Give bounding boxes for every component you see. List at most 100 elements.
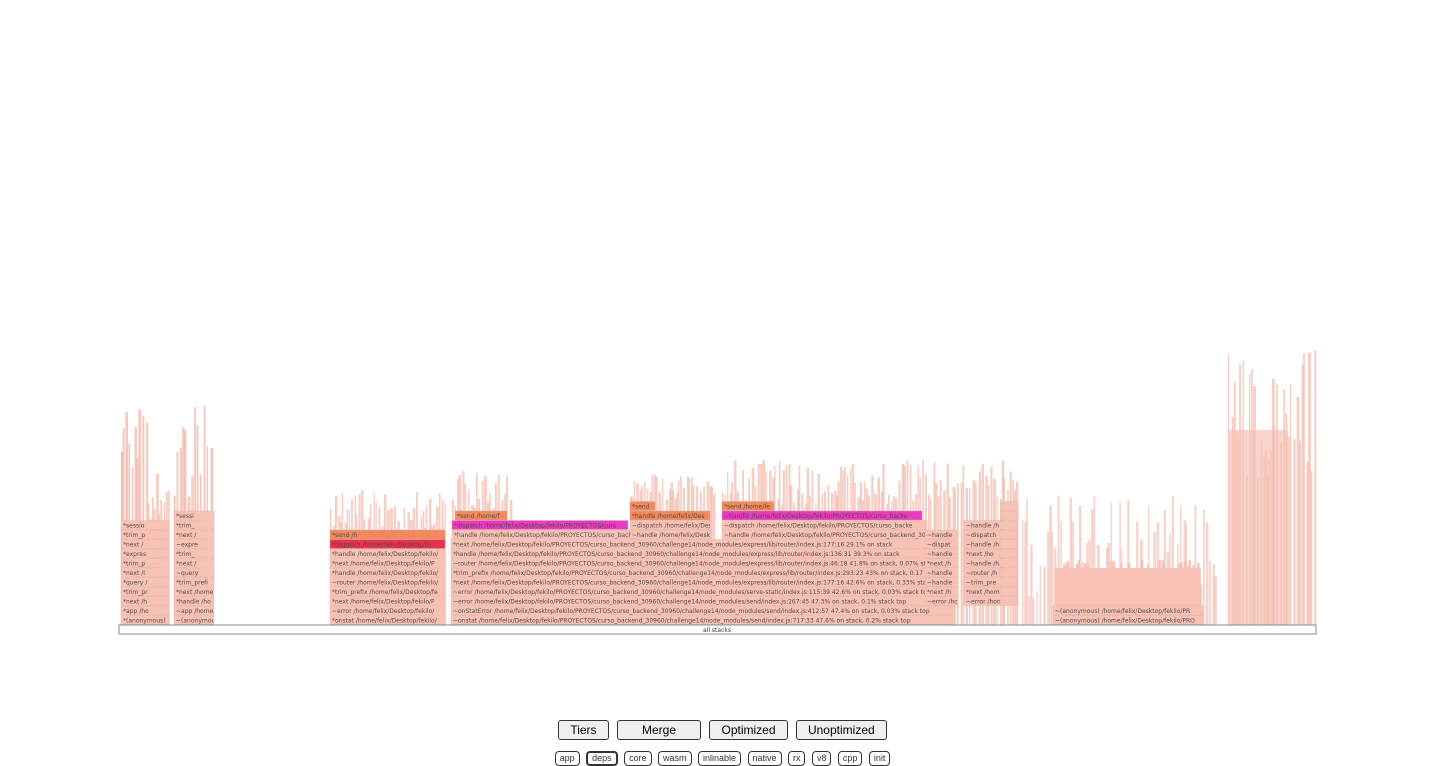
filter-deps-button[interactable]: deps xyxy=(586,751,618,766)
flame-frame[interactable] xyxy=(999,520,1019,530)
flame-frame[interactable]: *dispatch /home/felix/Desktop/fekilo/PRO… xyxy=(451,520,629,530)
flame-frame[interactable]: ~handle /h xyxy=(963,558,1003,568)
flame-frame[interactable]: *query / xyxy=(120,577,170,587)
flame-frame[interactable]: ~router /home/felix/Desktop/fekilo/ xyxy=(329,577,446,587)
flame-frame[interactable]: *onstat /home/felix/Desktop/fekilo/ xyxy=(329,615,446,625)
root-frame[interactable]: all stacks xyxy=(118,624,1317,635)
flame-frame[interactable]: *trim_prefix /home/felix/Desktop/fekilo/… xyxy=(450,567,954,578)
flame-frame[interactable]: *handle /home/felix/Desktop/fekilo/ xyxy=(329,548,446,559)
flame-frame[interactable]: *trim_pr xyxy=(120,586,170,597)
flame-frame[interactable]: ~app /home xyxy=(173,605,215,616)
flame-frame[interactable] xyxy=(999,539,1019,549)
flame-frame-label: *next /home/felix/Desktop/fekilo/PROYECT… xyxy=(453,542,893,549)
flame-frame[interactable]: *trim_p xyxy=(120,529,170,540)
flame-frame[interactable]: *trim_prefi xyxy=(173,577,215,587)
stack-spike xyxy=(1203,509,1205,626)
flame-frame[interactable]: *next /hom xyxy=(963,586,1003,597)
flame-frame[interactable]: ~(anonymou xyxy=(173,615,215,625)
flame-frame[interactable]: ~handle /h xyxy=(963,539,1003,549)
flame-frame[interactable]: *(anonymous) xyxy=(120,615,170,625)
flame-frame[interactable]: *handle /ho xyxy=(173,596,215,606)
flame-frame[interactable]: ~(anonymous) /home/felix/Desktop/fekilo/… xyxy=(1052,615,1204,625)
flame-frame[interactable] xyxy=(999,510,1019,521)
flame-frame[interactable] xyxy=(999,586,1019,597)
flame-frame[interactable]: *next /h xyxy=(924,586,958,597)
flame-frame[interactable]: ~error /home/f xyxy=(924,596,973,606)
flame-frame[interactable]: *next /h xyxy=(924,558,958,568)
flame-frame[interactable]: ~expre xyxy=(173,539,215,549)
flame-frame[interactable]: *send /home/fe xyxy=(721,501,775,511)
flame-frame[interactable]: ~handle /home/felix/Desktop/fekilo/PROYE… xyxy=(721,529,957,540)
flame-frame[interactable]: *next /home/felix/Desktop/fekilo/PROYECT… xyxy=(450,539,954,549)
flame-frame[interactable]: *app /ho xyxy=(120,605,170,616)
flame-frame[interactable] xyxy=(999,529,1019,540)
flame-frame[interactable]: *handle /home/felix/Desktop/fekilo/ xyxy=(329,567,446,578)
flame-frame[interactable]: *send /home/f xyxy=(454,510,508,521)
flame-frame[interactable]: ~onStatError /home/felix/Desktop/fekilo/… xyxy=(450,605,954,616)
stack-spike xyxy=(1047,531,1050,626)
flame-frame[interactable]: ~handle xyxy=(924,577,958,587)
flame-frame[interactable]: ~(anonymous) /home/felix/Desktop/fekilo/… xyxy=(1052,605,1204,616)
flame-frame[interactable]: *sessi xyxy=(173,510,215,521)
flame-frame[interactable]: ~router /home/felix/Desktop/fekilo/PROYE… xyxy=(450,558,954,568)
flame-frame[interactable]: *trim_ xyxy=(173,548,215,559)
flame-frame[interactable]: *next /home xyxy=(173,586,215,597)
flame-frame[interactable]: *next / xyxy=(173,529,215,540)
flame-frame[interactable] xyxy=(999,596,1019,606)
filter-inlinable-button[interactable]: inlinable xyxy=(698,751,742,766)
flame-frame[interactable]: *sessio xyxy=(120,520,170,530)
flame-frame[interactable]: *trim_p xyxy=(120,558,170,568)
flame-frame[interactable]: *send xyxy=(629,501,656,511)
filter-wasm-button[interactable]: wasm xyxy=(658,751,692,766)
flame-frame[interactable] xyxy=(999,567,1019,578)
unoptimized-button[interactable]: Unoptimized xyxy=(795,720,887,740)
flame-frame[interactable]: *next /ho xyxy=(963,548,1003,559)
flame-frame[interactable] xyxy=(999,558,1019,568)
flame-frame[interactable]: ~dispat xyxy=(924,539,958,549)
flame-frame-label: ~handle /h xyxy=(966,561,999,568)
flame-frame[interactable]: ~dispatch xyxy=(963,529,1003,540)
flame-frame[interactable]: *next /l xyxy=(120,567,170,578)
flame-frame[interactable]: ~dispatch /home/felix/Desktop/D xyxy=(629,520,732,530)
flame-frame[interactable]: ~handle /h xyxy=(963,520,1003,530)
flame-frame-label: *next /home xyxy=(176,589,214,596)
flame-frame[interactable]: *send /h xyxy=(329,529,446,540)
flame-frame[interactable]: ~error /home/felix/Desktop/fekilo/PROYEC… xyxy=(450,586,954,597)
flame-frame[interactable]: ~handle xyxy=(924,548,958,559)
flamegraph-frames[interactable]: *(anonymous) *app /ho *next /h *trim_pr *que… xyxy=(120,501,1204,625)
flame-frame[interactable] xyxy=(999,577,1019,587)
flame-frame[interactable]: *next /home/felix/Desktop/fekilo/P xyxy=(329,596,446,606)
flame-frame[interactable]: ~handle xyxy=(924,529,958,540)
flame-frame[interactable]: ~handle /home/felix/Desktop/fekilo/PROYE… xyxy=(629,529,865,540)
flame-frame[interactable] xyxy=(999,548,1019,559)
flame-frame[interactable]: ~onstat /home/felix/Desktop/fekilo/PROYE… xyxy=(450,615,954,625)
flame-frame[interactable]: *dispatch /home/felix/Desktop/fe xyxy=(329,539,446,549)
merge-button[interactable]: Merge xyxy=(617,720,702,740)
flame-frame[interactable]: *expres xyxy=(120,548,170,559)
stack-spike xyxy=(1032,598,1035,626)
flame-frame-label: *trim_prefix /home/felix/Desktop/fekilo/… xyxy=(453,570,923,577)
flame-frame[interactable]: ~error /home/felix/Desktop/fekilo/PROYEC… xyxy=(450,596,954,606)
flame-frame[interactable]: *trim_prefix /home/felix/Desktop/fe xyxy=(329,586,446,597)
flame-frame[interactable]: ~error /home/felix/Desktop/fekilo/ xyxy=(329,605,446,616)
flamegraph[interactable]: *(anonymous) *app /ho *next /h *trim_pr *que… xyxy=(0,0,1445,640)
flame-frame[interactable]: ~handle xyxy=(924,567,958,578)
flame-frame-label: ~handle xyxy=(927,570,953,577)
flame-frame[interactable] xyxy=(999,501,1019,511)
flame-frame[interactable]: *trim_ xyxy=(173,520,215,530)
optimized-button[interactable]: Optimized xyxy=(709,720,788,740)
flame-frame[interactable]: ~router /h xyxy=(963,567,1003,578)
flame-frame[interactable]: ~handle /home/felix/Desktop/fekilo/PROYE… xyxy=(721,510,923,521)
flame-frame[interactable]: *next /h xyxy=(120,596,170,606)
flame-frame[interactable]: *next / xyxy=(173,558,215,568)
flame-frame[interactable]: ~trim_pre xyxy=(963,577,1003,587)
flame-frame[interactable]: *next /home/felix/Desktop/fekilo/P xyxy=(329,558,446,568)
flame-frame-label: ~handle /h xyxy=(966,542,999,549)
flame-frame[interactable]: *handle /home/felix/Desktop/fekilo/PROYE… xyxy=(450,548,954,559)
flame-frame[interactable]: ~query xyxy=(173,567,215,578)
flame-frame[interactable]: *next / xyxy=(120,539,170,549)
flame-frame[interactable]: *next /home/felix/Desktop/fekilo/PROYECT… xyxy=(450,577,954,587)
flame-frame[interactable]: *handle /home/felix/Des xyxy=(629,510,711,521)
tiers-button[interactable]: Tiers xyxy=(558,720,609,740)
flame-frame[interactable]: ~dispatch /home/felix/Desktop/fekilo/PRO… xyxy=(721,520,928,530)
